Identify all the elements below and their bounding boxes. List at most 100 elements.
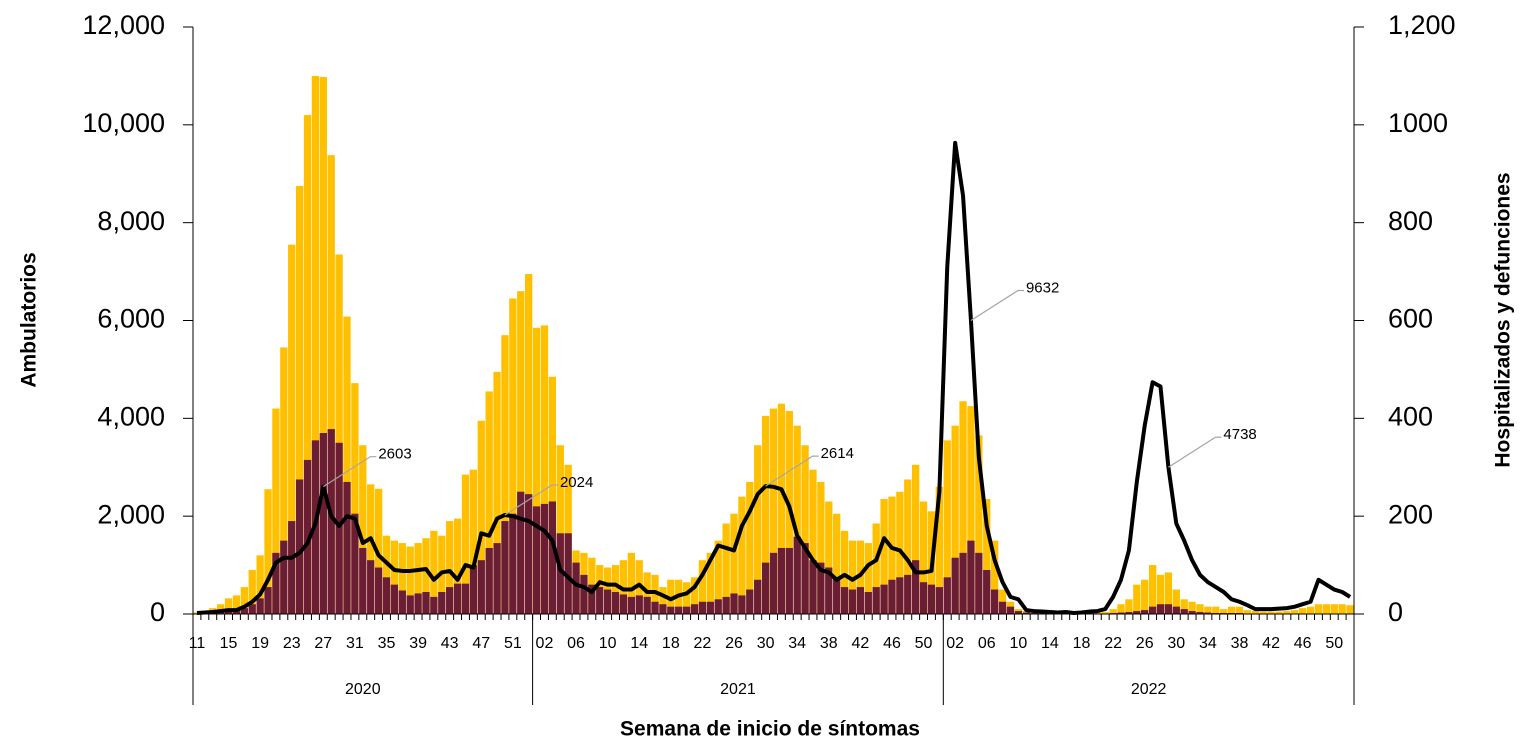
bar — [470, 565, 477, 614]
x-tick-label: 42 — [1262, 635, 1280, 652]
bar — [541, 504, 548, 614]
bar — [636, 595, 643, 614]
bar — [1157, 604, 1164, 614]
bar — [794, 537, 801, 614]
x-tick-label: 23 — [283, 635, 301, 652]
bar — [983, 570, 990, 614]
x-tick-label: 34 — [1199, 635, 1217, 652]
x-tick-label: 06 — [978, 635, 996, 652]
bar — [999, 602, 1006, 614]
y-tick-label: 2,000 — [97, 499, 165, 529]
bar — [1244, 610, 1251, 614]
bar — [1299, 608, 1306, 614]
bar — [754, 580, 761, 614]
bar — [383, 577, 390, 614]
y-tick-label: 0 — [150, 597, 165, 627]
bar — [896, 577, 903, 614]
x-tick-label: 38 — [820, 635, 838, 652]
bar — [770, 553, 777, 614]
x-tick-label: 14 — [1041, 635, 1059, 652]
x-tick-label: 06 — [567, 635, 585, 652]
bar — [667, 607, 674, 614]
x-tick-label: 10 — [599, 635, 617, 652]
x-tick-label: 22 — [1104, 635, 1122, 652]
bar — [809, 560, 816, 614]
bar — [1173, 607, 1180, 614]
bar — [975, 553, 982, 614]
bar — [675, 607, 682, 614]
y-axis-title: Ambulatorios — [18, 252, 41, 387]
x-axis-title: Semana de inicio de síntomas — [620, 718, 920, 741]
bar — [1149, 607, 1156, 614]
bar — [391, 585, 398, 614]
bar — [517, 492, 524, 614]
bar — [857, 587, 864, 614]
bar — [264, 587, 271, 614]
data-label: 4738 — [1223, 426, 1256, 443]
x-tick-label: 19 — [251, 635, 269, 652]
bar — [967, 541, 974, 614]
x-tick-label: 11 — [189, 635, 206, 652]
x-tick-label: 26 — [725, 635, 743, 652]
bar — [486, 548, 493, 614]
bar — [1141, 580, 1148, 614]
x-tick-label: 35 — [378, 635, 396, 652]
bar — [335, 443, 342, 614]
bar — [643, 597, 650, 614]
bar — [1181, 609, 1188, 614]
bar — [509, 514, 516, 614]
bar — [888, 580, 895, 614]
bar — [580, 575, 587, 614]
bar — [920, 582, 927, 614]
x-tick-label: 30 — [757, 635, 775, 652]
bar — [944, 577, 951, 614]
annotation-leader — [971, 291, 1024, 321]
bar — [572, 563, 579, 614]
bar — [1228, 607, 1235, 614]
bar — [1323, 604, 1330, 614]
x-tick-label: 47 — [472, 635, 490, 652]
x-tick-label: 18 — [662, 635, 680, 652]
bar — [454, 584, 461, 614]
x-tick-label: 18 — [1073, 635, 1091, 652]
bar — [841, 587, 848, 614]
bar — [928, 585, 935, 614]
x-tick-label: 42 — [851, 635, 869, 652]
x-tick-label: 46 — [883, 635, 901, 652]
bar — [659, 604, 666, 614]
data-label: 2024 — [560, 474, 593, 491]
bar — [786, 548, 793, 614]
bar — [952, 558, 959, 614]
y-tick-label: 8,000 — [97, 206, 165, 236]
x-tick-label: 22 — [694, 635, 712, 652]
bar — [722, 597, 729, 614]
bar — [407, 595, 414, 614]
x-group-label: 2022 — [1131, 681, 1167, 698]
bar — [422, 592, 429, 614]
y2-tick-label: 800 — [1388, 206, 1433, 236]
bar — [730, 593, 737, 614]
x-tick-label: 10 — [1009, 635, 1027, 652]
bar — [367, 560, 374, 614]
bar — [651, 602, 658, 614]
bar — [683, 607, 690, 614]
bar — [1141, 610, 1148, 614]
bar — [849, 590, 856, 614]
bar — [430, 597, 437, 614]
bar — [904, 575, 911, 614]
bar — [375, 568, 382, 614]
bar — [1291, 610, 1298, 614]
bar — [715, 599, 722, 614]
bar — [280, 541, 287, 614]
x-tick-label: 30 — [1167, 635, 1185, 652]
bar — [446, 587, 453, 614]
x-tick-label: 50 — [1325, 635, 1343, 652]
bar — [699, 602, 706, 614]
x-tick-label: 31 — [346, 635, 364, 652]
data-label: 2603 — [378, 446, 411, 463]
bar — [478, 560, 485, 614]
bar — [438, 592, 445, 614]
y2-tick-label: 400 — [1388, 401, 1433, 431]
bar — [628, 597, 635, 614]
